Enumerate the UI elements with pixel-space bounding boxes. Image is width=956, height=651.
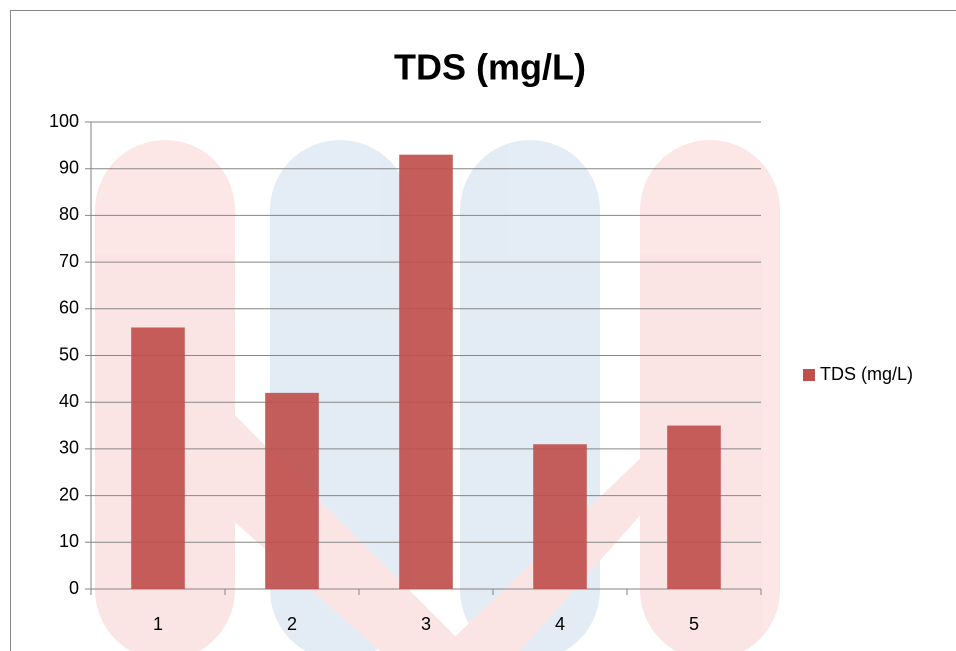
y-tick-label: 0: [69, 578, 79, 598]
bar: [399, 154, 453, 589]
y-tick-label: 10: [59, 531, 79, 551]
x-tick-label: 1: [153, 614, 163, 634]
y-tick-label: 30: [59, 438, 79, 458]
x-tick-label: 5: [689, 614, 699, 634]
plot-area: 0 10 20 30 40 50 60 70 80 90 100 1 2 3 4 5 TDS (mg/L): [49, 111, 913, 634]
x-tick-label: 4: [555, 614, 565, 634]
bar: [667, 425, 721, 589]
y-tick-label: 90: [59, 157, 79, 177]
y-tick-label: 20: [59, 484, 79, 504]
bar: [265, 392, 319, 589]
y-tick-label: 100: [49, 111, 79, 131]
legend-label: TDS (mg/L): [820, 364, 913, 384]
chart-title: TDS (mg/L): [394, 47, 586, 88]
x-tick-label: 3: [421, 614, 431, 634]
y-tick-label: 60: [59, 298, 79, 318]
y-tick-label: 70: [59, 251, 79, 271]
bar: [131, 327, 185, 589]
legend-swatch: [803, 369, 815, 381]
bar: [533, 444, 587, 589]
y-tick-label: 40: [59, 391, 79, 411]
y-tick-label: 50: [59, 344, 79, 364]
x-tick-label: 2: [287, 614, 297, 634]
y-tick-label: 80: [59, 204, 79, 224]
